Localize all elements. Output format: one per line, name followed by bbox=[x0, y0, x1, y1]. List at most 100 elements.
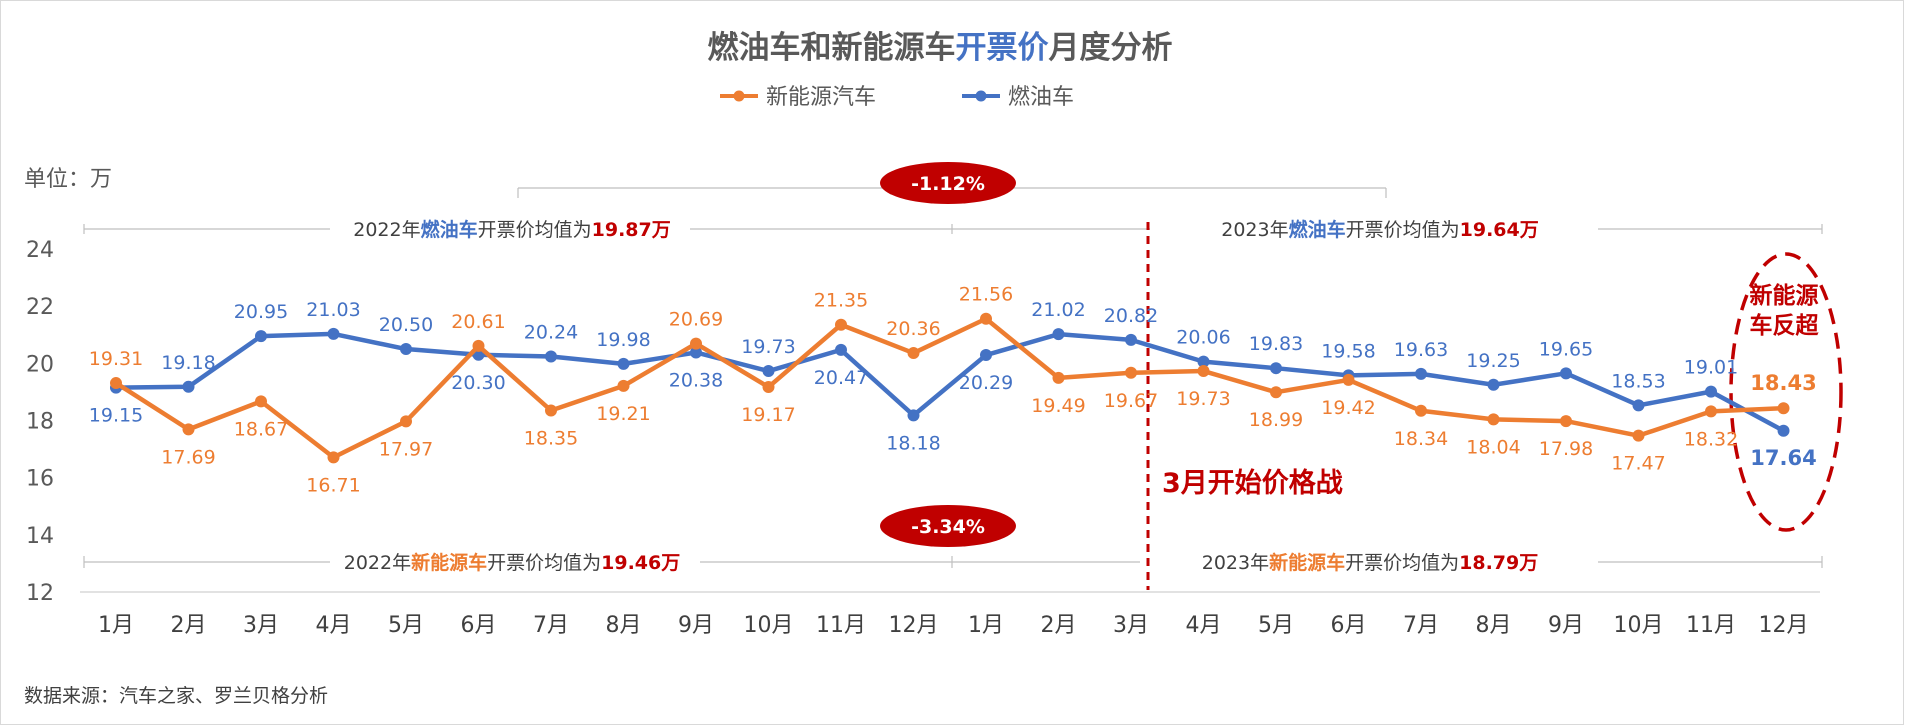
badge-nev-bg bbox=[880, 505, 1016, 547]
chart-title-part-0: 燃油车和新能源车 bbox=[708, 30, 956, 66]
data-label-nev-19: 18.04 bbox=[1466, 436, 1520, 458]
avg-2022-nev-label: 2022年新能源车开票价均值为19.46万 bbox=[344, 551, 681, 574]
point-nev-16 bbox=[1270, 386, 1282, 399]
badge-ice-bg bbox=[880, 162, 1016, 204]
data-label-nev-10: 21.35 bbox=[814, 290, 868, 312]
reversal-ellipse bbox=[1729, 252, 1843, 532]
chart-title: 燃油车和新能源车开票价月度分析 bbox=[708, 30, 1173, 66]
point-ice-4 bbox=[400, 343, 412, 356]
avg-2022-ice-part-2: 开票价均值为 bbox=[478, 219, 592, 241]
avg-2022-ice-label: 2022年燃油车开票价均值为19.87万 bbox=[353, 218, 671, 241]
point-nev-3 bbox=[327, 451, 340, 464]
data-label-nev-20: 17.98 bbox=[1539, 438, 1593, 460]
point-ice-11 bbox=[907, 409, 920, 422]
data-label-nev-16: 18.99 bbox=[1249, 409, 1303, 431]
x-tick-label-18: 7月 bbox=[1403, 613, 1439, 638]
point-nev-22 bbox=[1705, 405, 1717, 418]
avg-2023-nev-label: 2023年新能源车开票价均值为18.79万 bbox=[1202, 551, 1539, 574]
avg-2023-ice-part-2: 开票价均值为 bbox=[1346, 219, 1460, 241]
legend-label-nev: 新能源汽车 bbox=[766, 85, 876, 110]
x-tick-label-19: 8月 bbox=[1476, 613, 1512, 638]
point-nev-17 bbox=[1342, 373, 1355, 386]
y-tick-label-2: 16 bbox=[26, 467, 54, 492]
legend-item-ice[interactable]: 燃油车 bbox=[962, 85, 1074, 110]
avg-2022-nev-part-1: 新能源车 bbox=[411, 551, 487, 574]
x-tick-label-15: 4月 bbox=[1186, 613, 1222, 638]
avg-2023-nev-part-3: 18.79万 bbox=[1459, 552, 1538, 574]
point-ice-10 bbox=[835, 343, 847, 356]
data-label-ice-11: 18.18 bbox=[886, 432, 940, 454]
x-tick-label-14: 3月 bbox=[1113, 613, 1149, 638]
point-ice-6 bbox=[545, 350, 557, 363]
point-nev-0 bbox=[110, 377, 122, 390]
data-label-nev-5: 20.61 bbox=[451, 311, 505, 333]
point-nev-6 bbox=[545, 404, 557, 417]
data-label-nev-22: 18.32 bbox=[1684, 428, 1738, 450]
x-tick-label-22: 11月 bbox=[1686, 613, 1736, 638]
chart-title-part-1: 开票价 bbox=[956, 30, 1049, 66]
avg-2022-ice-part-3: 19.87万 bbox=[592, 219, 671, 241]
data-label-nev-0: 19.31 bbox=[89, 348, 143, 370]
y-tick-label-5: 22 bbox=[26, 295, 54, 320]
data-label-nev-13: 19.49 bbox=[1031, 395, 1085, 417]
data-label-ice-21: 18.53 bbox=[1611, 370, 1665, 392]
data-label-nev-3: 16.71 bbox=[306, 474, 360, 496]
data-label-nev-23: 18.43 bbox=[1750, 371, 1816, 395]
point-ice-23 bbox=[1777, 424, 1790, 437]
point-ice-9 bbox=[762, 365, 775, 378]
point-ice-20 bbox=[1560, 367, 1572, 380]
avg-2023-nev-part-0: 2023年 bbox=[1202, 552, 1269, 574]
x-tick-label-2: 3月 bbox=[243, 613, 279, 638]
y-tick-label-6: 24 bbox=[26, 238, 54, 263]
data-label-ice-6: 20.24 bbox=[524, 321, 578, 343]
y-axis: 12 14 16 18 20 22 24 bbox=[26, 238, 54, 606]
legend: 新能源汽车 燃油车 bbox=[720, 85, 1074, 110]
x-tick-label-0: 1月 bbox=[98, 613, 134, 638]
point-nev-15 bbox=[1197, 365, 1210, 378]
x-tick-label-6: 7月 bbox=[533, 613, 569, 638]
avg-2022-nev-part-2: 开票价均值为 bbox=[487, 552, 601, 574]
series-line-ice bbox=[115, 331, 1785, 433]
chart-title-part-2: 月度分析 bbox=[1049, 30, 1173, 66]
data-label-nev-2: 18.67 bbox=[234, 418, 288, 440]
badge-nev-change: -3.34% bbox=[880, 505, 1016, 547]
point-ice-16 bbox=[1270, 362, 1282, 375]
y-tick-label-0: 12 bbox=[26, 581, 54, 606]
x-tick-label-10: 11月 bbox=[816, 613, 866, 638]
x-tick-label-23: 12月 bbox=[1759, 613, 1809, 638]
data-label-ice-17: 19.58 bbox=[1321, 340, 1375, 362]
x-tick-label-21: 10月 bbox=[1614, 613, 1664, 638]
x-tick-label-9: 10月 bbox=[744, 613, 794, 638]
x-tick-label-16: 5月 bbox=[1258, 613, 1294, 638]
x-tick-label-5: 6月 bbox=[461, 613, 497, 638]
point-nev-7 bbox=[617, 379, 630, 392]
data-label-ice-18: 19.63 bbox=[1394, 339, 1448, 361]
point-ice-1 bbox=[182, 380, 195, 393]
data-label-ice-10: 20.47 bbox=[814, 367, 868, 389]
x-tick-label-17: 6月 bbox=[1331, 613, 1367, 638]
data-label-ice-4: 20.50 bbox=[379, 314, 433, 336]
unit-label: 单位：万 bbox=[24, 167, 112, 192]
point-ice-13 bbox=[1052, 328, 1065, 341]
avg-2022-ice-part-0: 2022年 bbox=[353, 219, 420, 241]
badge-nev-text: -3.34% bbox=[911, 516, 985, 538]
point-nev-18 bbox=[1415, 404, 1427, 417]
legend-item-nev[interactable]: 新能源汽车 bbox=[720, 85, 876, 110]
data-label-nev-4: 17.97 bbox=[379, 438, 433, 460]
data-label-nev-12: 21.56 bbox=[959, 284, 1013, 306]
avg-2022-nev-part-3: 19.46万 bbox=[601, 552, 680, 574]
series-line-nev bbox=[114, 316, 1784, 460]
x-tick-label-12: 1月 bbox=[968, 613, 1004, 638]
x-tick-label-1: 2月 bbox=[171, 613, 207, 638]
data-label-ice-13: 21.02 bbox=[1031, 299, 1085, 321]
point-nev-19 bbox=[1487, 413, 1500, 426]
point-ice-22 bbox=[1705, 385, 1717, 398]
x-tick-label-4: 5月 bbox=[388, 613, 424, 638]
avg-2022-ice-part-1: 燃油车 bbox=[421, 218, 478, 241]
avg-2023-ice-label: 2023年燃油车开票价均值为19.64万 bbox=[1221, 218, 1539, 241]
data-label-ice-9: 19.73 bbox=[741, 336, 795, 358]
data-label-nev-14: 19.67 bbox=[1104, 390, 1158, 412]
